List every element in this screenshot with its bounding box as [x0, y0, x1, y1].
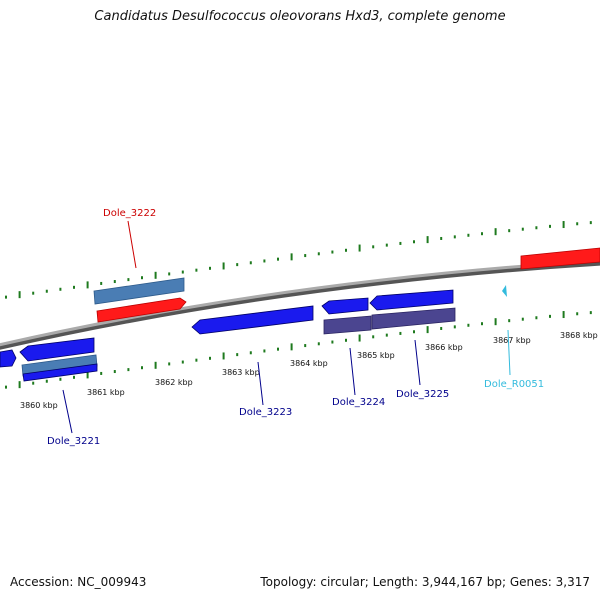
genome-summary-text: Topology: circular; Length: 3,944,167 bp…: [260, 575, 590, 589]
tick-labels: 3860 kbp 3861 kbp 3862 kbp 3863 kbp 3864…: [20, 331, 598, 410]
tick-label-3863: 3863 kbp: [222, 368, 260, 377]
backbone-shadow: [0, 259, 600, 350]
gene-arrow-right-edge: [520, 247, 600, 270]
gene-leader-dole-3222: [127, 220, 137, 269]
gene-arrow-dole-3221-lower: [22, 363, 98, 382]
feature-steelblue-upper: [93, 277, 185, 305]
gene-label-dole-3221: Dole_3221: [47, 436, 100, 447]
feature-purple-dole-3225: [371, 307, 456, 330]
gene-arrow-left-edge: [0, 349, 17, 368]
tick-label-3866: 3866 kbp: [425, 343, 463, 352]
gene-label-dole-3225: Dole_3225: [396, 389, 449, 400]
accession-text: Accession: NC_009943: [10, 575, 147, 589]
genome-backbone: [0, 259, 600, 350]
gene-labels: Dole_3221 Dole_3222 Dole_3223 Dole_3224 …: [47, 208, 544, 447]
gene-features: [0, 247, 600, 382]
backbone-line: [0, 259, 600, 347]
rna-marker-dole-r0051: [502, 285, 507, 297]
gene-label-dole-r0051: Dole_R0051: [484, 379, 544, 390]
gene-label-dole-3223: Dole_3223: [239, 407, 292, 418]
gene-leader-dole-3223: [257, 361, 264, 406]
gene-leader-dole-3225: [414, 339, 421, 386]
gene-arrow-dole-3224: [321, 297, 369, 315]
bottom-tick-track: [5, 311, 592, 389]
tick-label-3868: 3868 kbp: [560, 331, 598, 340]
gene-leader-dole-3221: [62, 389, 73, 434]
gene-leader-dole-r0051: [507, 329, 511, 376]
tick-label-3860: 3860 kbp: [20, 401, 58, 410]
tick-label-3867: 3867 kbp: [493, 336, 531, 345]
gene-arrow-dole-3221: [19, 337, 95, 362]
top-tick-track: [5, 221, 592, 299]
genome-title: Candidatus Desulfococcus oleovorans Hxd3…: [94, 9, 506, 24]
gene-arrow-dole-3223: [191, 305, 314, 335]
gene-label-dole-3224: Dole_3224: [332, 397, 385, 408]
gene-arrow-dole-3222: [96, 297, 187, 323]
feature-purple-dole-3224: [323, 315, 372, 335]
tick-label-3862: 3862 kbp: [155, 378, 193, 387]
tick-label-3865: 3865 kbp: [357, 351, 395, 360]
gene-label-dole-3222: Dole_3222: [103, 208, 156, 219]
tick-label-3861: 3861 kbp: [87, 388, 125, 397]
tick-label-3864: 3864 kbp: [290, 359, 328, 368]
gene-arrow-dole-3225: [369, 289, 454, 311]
gene-leader-dole-3224: [349, 347, 356, 396]
